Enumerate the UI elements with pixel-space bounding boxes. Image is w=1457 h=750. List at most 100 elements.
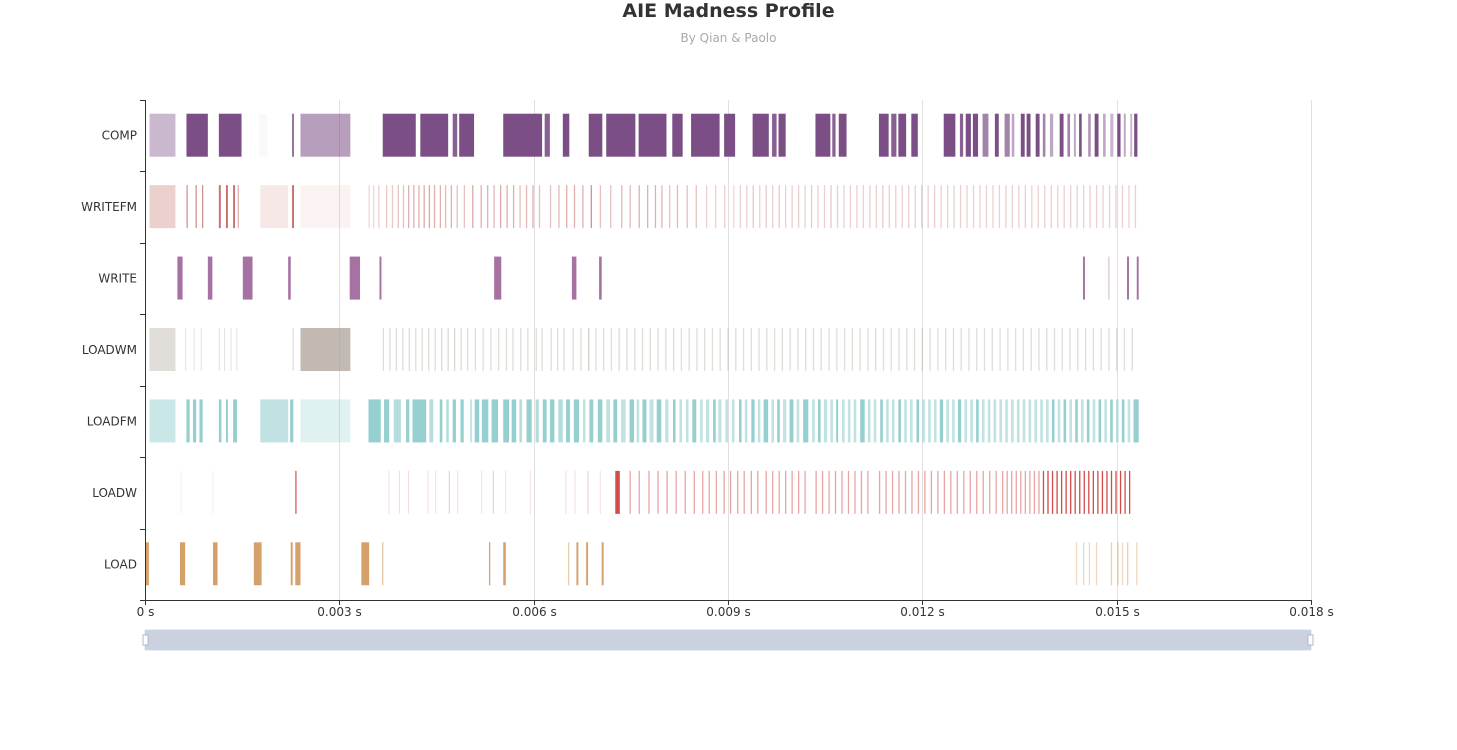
bar-loadw <box>1011 470 1013 514</box>
zoom-selected-range[interactable] <box>145 630 1311 650</box>
bar-comp <box>1026 113 1031 157</box>
zoom-handle-right[interactable] <box>1307 634 1314 646</box>
bar-loadw <box>743 470 745 514</box>
bar-loadfm <box>368 399 381 443</box>
bar-loadw <box>963 470 965 514</box>
bar-loadfm <box>1028 399 1032 443</box>
bar-loadwm <box>218 328 220 371</box>
bar-loadwm <box>408 328 410 371</box>
bar-writefm <box>439 185 442 229</box>
bar-loadfm <box>511 399 517 443</box>
bar-loadwm <box>236 328 238 371</box>
bar-loadfm <box>771 399 774 443</box>
bar-loadfm <box>939 399 944 443</box>
bar-loadwm <box>641 328 644 371</box>
bar-loadfm <box>891 399 895 443</box>
data-zoom-slider[interactable] <box>142 629 1314 651</box>
bar-loadfm <box>993 399 997 443</box>
bar-loadwm <box>812 328 815 371</box>
bar-writefm <box>1018 185 1020 229</box>
bar-loadfm <box>705 399 710 443</box>
bar-loadw <box>448 470 450 514</box>
bar-loadfm <box>1121 399 1125 443</box>
bar-loadw <box>657 470 659 514</box>
bar-writefm <box>582 185 584 229</box>
bar-comp <box>149 113 176 157</box>
bar-loadw <box>1047 470 1049 514</box>
bar-loadwm <box>680 328 683 371</box>
bar-writefm <box>901 185 903 229</box>
bar-write <box>1136 256 1139 300</box>
bar-writefm <box>519 185 521 229</box>
bar-loadw <box>1015 470 1017 514</box>
bar-loadw <box>937 470 939 514</box>
bar-writefm <box>888 185 890 229</box>
bar-loadfm <box>842 399 845 443</box>
bar-loadwm <box>1007 328 1009 371</box>
bar-loadwm <box>882 328 885 371</box>
bar-writefm <box>538 185 541 229</box>
bar-loadw <box>295 470 297 514</box>
bar-loadwm <box>766 328 768 371</box>
bar-loadwm <box>580 328 582 371</box>
bar-loadwm <box>657 328 659 371</box>
bar-comp <box>943 113 956 157</box>
bar-loadw <box>854 470 856 514</box>
bar-writefm <box>1050 185 1052 229</box>
bar-writefm <box>423 185 425 229</box>
bar-writefm <box>525 185 528 229</box>
bar-writefm <box>686 185 688 229</box>
bar-comp <box>292 113 294 157</box>
bar-writefm <box>566 185 568 229</box>
bar-writefm <box>413 185 415 229</box>
bar-loadfm <box>970 399 973 443</box>
bar-loadwm <box>843 328 846 371</box>
bar-loadw <box>1020 470 1022 514</box>
bar-writefm <box>1128 185 1130 229</box>
bar-loadw <box>638 470 640 514</box>
bar-loadw <box>505 470 507 514</box>
bar-loadwm <box>1030 328 1032 371</box>
bar-comp <box>1094 113 1099 157</box>
bar-writefm <box>836 185 839 229</box>
category-label: WRITE <box>98 272 137 286</box>
bar-loadw <box>1042 470 1045 514</box>
bar-writefm <box>921 185 923 229</box>
bar-loadwm <box>441 328 443 371</box>
bar-loadwm <box>929 328 931 371</box>
bar-loadfm <box>739 399 742 443</box>
bar-loadfm <box>928 399 931 443</box>
bar-comp <box>588 113 603 157</box>
bar-load <box>488 542 491 586</box>
bar-loadwm <box>773 328 776 371</box>
bar-loadw <box>772 470 774 514</box>
bar-comp <box>1110 113 1114 157</box>
bar-comp <box>186 113 208 157</box>
bar-loadfm <box>987 399 991 443</box>
zoom-handle-left[interactable] <box>142 634 149 646</box>
bar-comp <box>724 113 736 157</box>
bar-writefm <box>1044 185 1046 229</box>
bar-loadw <box>1029 470 1031 514</box>
bar-loadwm <box>185 328 187 371</box>
bar-writefm <box>558 185 560 229</box>
bar-loadfm <box>1133 399 1139 443</box>
bar-loadfm <box>300 399 351 443</box>
bar-loadfm <box>384 399 390 443</box>
bar-writefm <box>959 185 962 229</box>
bar-load <box>1095 542 1098 586</box>
bar-loadfm <box>853 399 857 443</box>
bar-loadfm <box>933 399 937 443</box>
bar-loadwm <box>688 328 690 371</box>
bar-write <box>1082 256 1085 300</box>
bar-loadwm <box>921 328 923 371</box>
bar-loadwm <box>402 328 404 371</box>
bar-loadfm <box>1011 399 1014 443</box>
bar-writefm <box>428 185 431 229</box>
bar-writefm <box>1076 185 1078 229</box>
bar-loadfm <box>1098 399 1102 443</box>
bar-loadfm <box>642 399 647 443</box>
bar-load <box>1082 542 1085 586</box>
bar-loadwm <box>1092 328 1094 371</box>
bar-loadw <box>750 470 752 514</box>
